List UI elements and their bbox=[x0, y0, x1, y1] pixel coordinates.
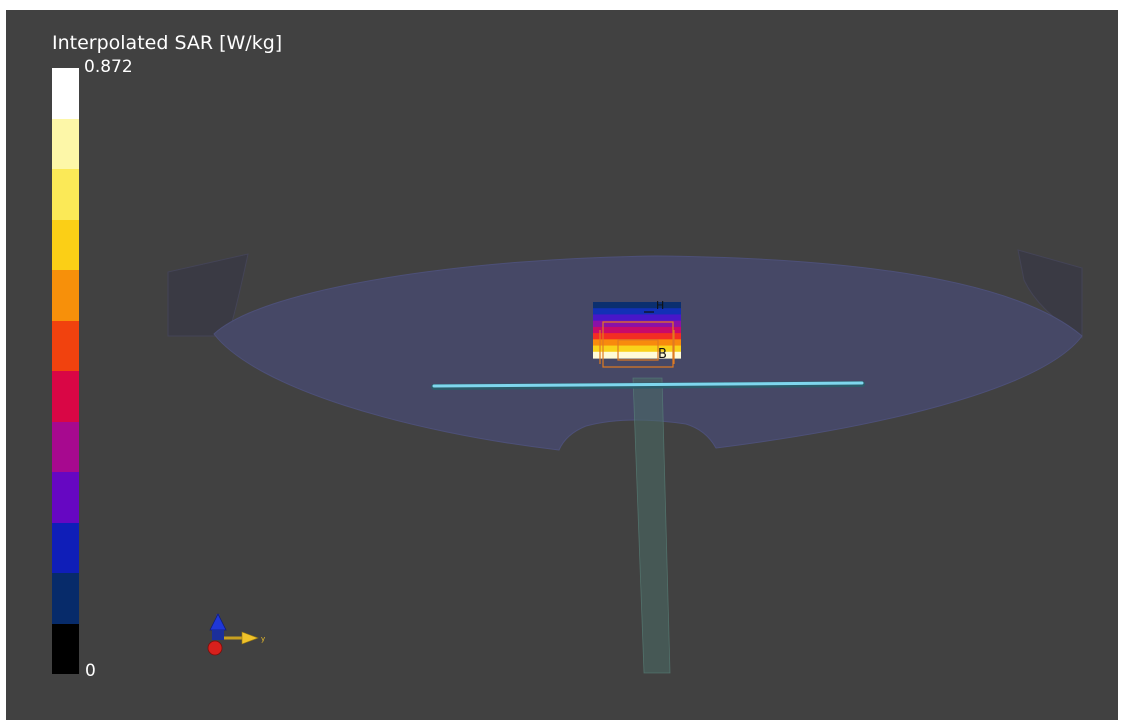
device-outline bbox=[599, 321, 675, 368]
axis-triad: y bbox=[207, 613, 265, 656]
legend-min-label: 0 bbox=[85, 661, 96, 681]
sar-scene: H B y bbox=[167, 249, 1083, 674]
color-scale-bar bbox=[52, 68, 79, 674]
color-scale-segment bbox=[52, 573, 79, 624]
color-scale-segment bbox=[52, 169, 79, 220]
z-axis-arrow bbox=[209, 613, 227, 631]
sar-map-band bbox=[593, 308, 681, 316]
sar-map-band bbox=[593, 302, 681, 309]
sar-map-band bbox=[593, 345, 681, 353]
color-scale-segment bbox=[52, 421, 79, 472]
sar-map-band bbox=[593, 320, 681, 328]
sar-map-band bbox=[593, 314, 681, 322]
bottom-marker-label: B bbox=[658, 347, 667, 362]
top-marker-label: H bbox=[656, 299, 664, 312]
probe-beam bbox=[632, 377, 671, 674]
color-scale-segment bbox=[52, 472, 79, 523]
legend-max-label: 0.872 bbox=[84, 57, 133, 77]
color-scale-segment bbox=[52, 320, 79, 371]
sar-map bbox=[593, 302, 681, 359]
sar-map-band bbox=[593, 351, 681, 359]
sar-map-band bbox=[593, 333, 681, 340]
x-axis-arrow bbox=[207, 640, 223, 656]
y-axis-arrow bbox=[241, 631, 259, 645]
color-scale-segment bbox=[52, 623, 79, 674]
3d-viewport[interactable]: Interpolated SAR [W/kg] 0.872 0 H B bbox=[6, 10, 1118, 720]
color-scale-segment bbox=[52, 371, 79, 422]
legend-title: Interpolated SAR [W/kg] bbox=[52, 32, 283, 54]
color-scale-segment bbox=[52, 68, 79, 119]
sar-map-band bbox=[593, 339, 681, 347]
color-scale-segment bbox=[52, 522, 79, 573]
color-scale-segment bbox=[52, 270, 79, 321]
sar-map-band bbox=[593, 326, 681, 334]
color-scale-segment bbox=[52, 219, 79, 270]
color-scale-segment bbox=[52, 118, 79, 169]
probe-bar-highlight bbox=[432, 381, 864, 388]
y-axis-label: y bbox=[261, 635, 265, 643]
phantom-right-wing bbox=[1017, 249, 1083, 339]
